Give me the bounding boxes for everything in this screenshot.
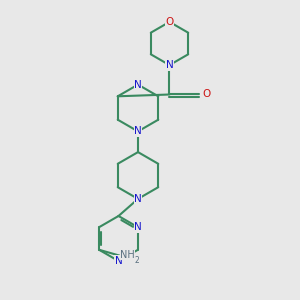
Text: N: N [134,80,142,90]
Text: N: N [134,126,142,136]
Text: N: N [115,256,122,266]
Text: 2: 2 [134,256,139,265]
Text: N: N [134,222,142,232]
Text: O: O [202,89,210,100]
Text: N: N [134,194,142,204]
Text: O: O [165,17,174,27]
Text: NH: NH [120,250,135,260]
Text: N: N [166,60,173,70]
